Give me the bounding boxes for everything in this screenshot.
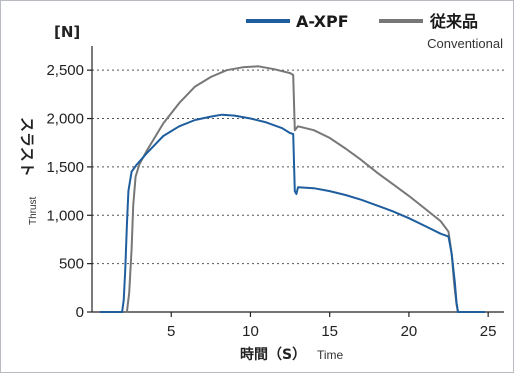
x-tick-label-10: 10 bbox=[242, 323, 259, 340]
legend-label-conventional: 従来品 bbox=[429, 12, 478, 31]
grid-lines bbox=[92, 69, 504, 265]
y-tick-label-2500: 2,500 bbox=[46, 62, 84, 79]
series-line-a-xpf bbox=[99, 113, 485, 313]
x-axis-title-jp: 時間（S） bbox=[240, 346, 306, 363]
axes bbox=[91, 46, 504, 313]
x-tick-label-20: 20 bbox=[401, 323, 418, 340]
x-tick-label-15: 15 bbox=[321, 323, 338, 340]
y-tick-label-1000: 1,000 bbox=[46, 207, 84, 224]
y-tick-label-1500: 1,500 bbox=[46, 159, 84, 176]
x-tick-labels: 5 10 15 20 25 bbox=[167, 312, 496, 340]
y-tick-labels: 0 500 1,000 1,500 2,000 2,500 bbox=[46, 62, 92, 321]
y-tick-label-500: 500 bbox=[59, 256, 84, 273]
series-line-conventional bbox=[99, 65, 485, 313]
x-tick-label-25: 25 bbox=[480, 323, 497, 340]
x-axis-title-en: Time bbox=[317, 348, 344, 362]
legend-sublabel-conventional: Conventional bbox=[427, 36, 503, 51]
x-tick-label-5: 5 bbox=[167, 323, 175, 340]
y-axis-title-en: Thrust bbox=[28, 196, 39, 225]
legend-label-a-xpf: A-XPF bbox=[296, 12, 349, 31]
legend: A-XPF 従来品 Conventional bbox=[246, 12, 503, 51]
y-axis-title-jp: スラスト bbox=[18, 117, 36, 177]
y-tick-label-2000: 2,000 bbox=[46, 111, 84, 128]
y-tick-label-0: 0 bbox=[76, 304, 84, 321]
y-unit-label: [N] bbox=[54, 23, 80, 41]
series-lines bbox=[99, 65, 485, 313]
